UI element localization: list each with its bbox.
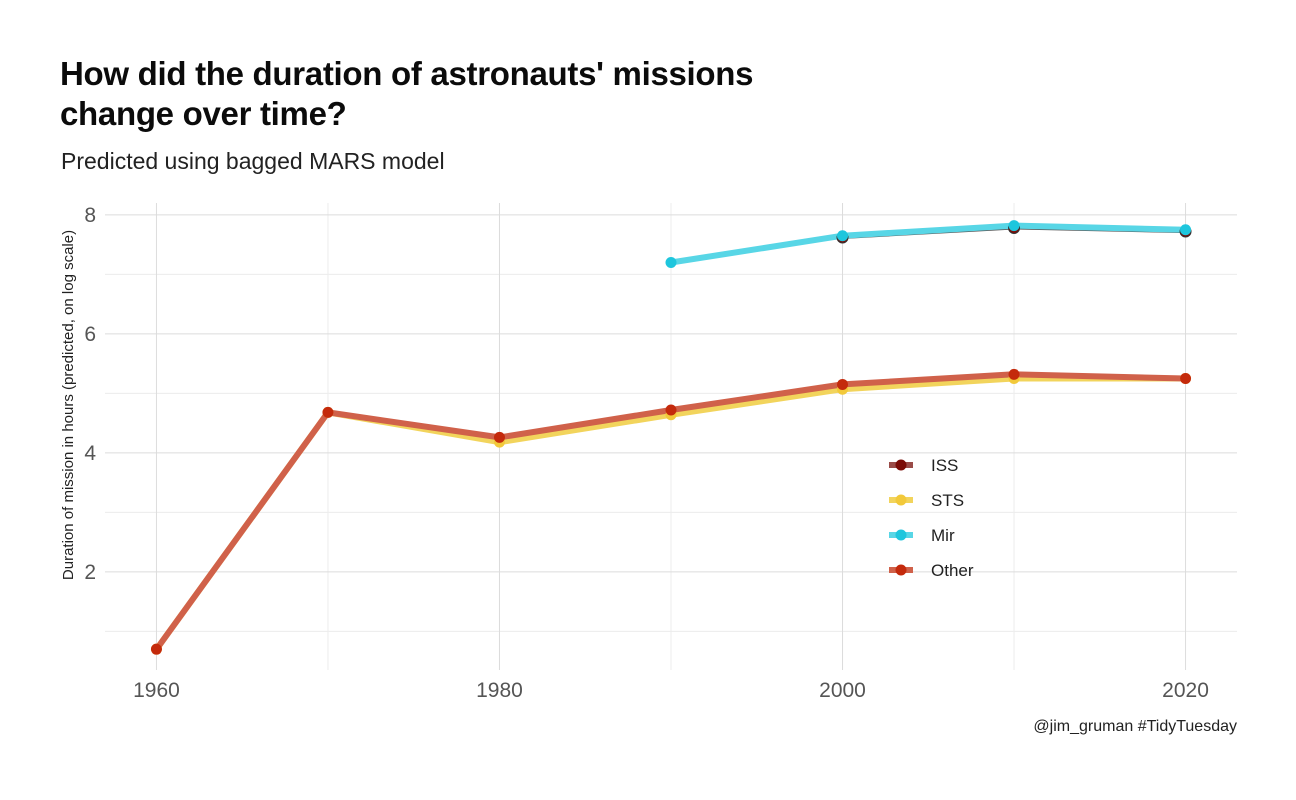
data-point-other xyxy=(150,643,162,655)
data-point-other xyxy=(665,404,677,416)
y-tick-label: 6 xyxy=(84,323,96,346)
chart-subtitle: Predicted using bagged MARS model xyxy=(61,148,445,174)
data-point-other xyxy=(322,406,334,418)
x-tick-labels: 1960 1980 2000 2020 xyxy=(133,679,1209,702)
legend-key-point-other xyxy=(895,564,907,576)
data-point-other xyxy=(1180,372,1192,384)
y-tick-label: 4 xyxy=(84,442,96,465)
chart-title: How did the duration of astronauts' miss… xyxy=(60,55,754,132)
data-point-mir xyxy=(1008,220,1020,232)
legend: ISS STS Mir Other xyxy=(889,456,974,580)
x-tick-label: 2020 xyxy=(1162,679,1209,702)
caption: @jim_gruman #TidyTuesday xyxy=(1033,718,1237,735)
legend-key-point-sts xyxy=(895,494,907,506)
y-axis-label: Duration of mission in hours (predicted,… xyxy=(60,230,77,580)
legend-label-sts: STS xyxy=(931,491,964,510)
series-line-mir xyxy=(668,222,1189,266)
y-tick-label: 8 xyxy=(84,204,96,227)
legend-label-mir: Mir xyxy=(931,526,955,545)
legend-key-point-iss xyxy=(895,459,907,471)
data-point-other xyxy=(1008,368,1020,380)
data-point-other xyxy=(837,378,849,390)
x-tick-label: 2000 xyxy=(819,679,866,702)
legend-label-other: Other xyxy=(931,561,974,580)
data-point-mir xyxy=(837,230,849,242)
data-point-mir xyxy=(665,256,677,268)
y-tick-label: 2 xyxy=(84,561,96,584)
legend-key-point-mir xyxy=(895,529,907,541)
minor-gridlines xyxy=(105,203,1237,670)
x-tick-label: 1960 xyxy=(133,679,180,702)
x-tick-label: 1980 xyxy=(476,679,523,702)
legend-label-iss: ISS xyxy=(931,456,958,475)
y-tick-labels: 2 4 6 8 xyxy=(84,204,96,584)
data-point-mir xyxy=(1180,224,1192,236)
data-point-other xyxy=(493,431,505,443)
series-points xyxy=(150,220,1192,655)
